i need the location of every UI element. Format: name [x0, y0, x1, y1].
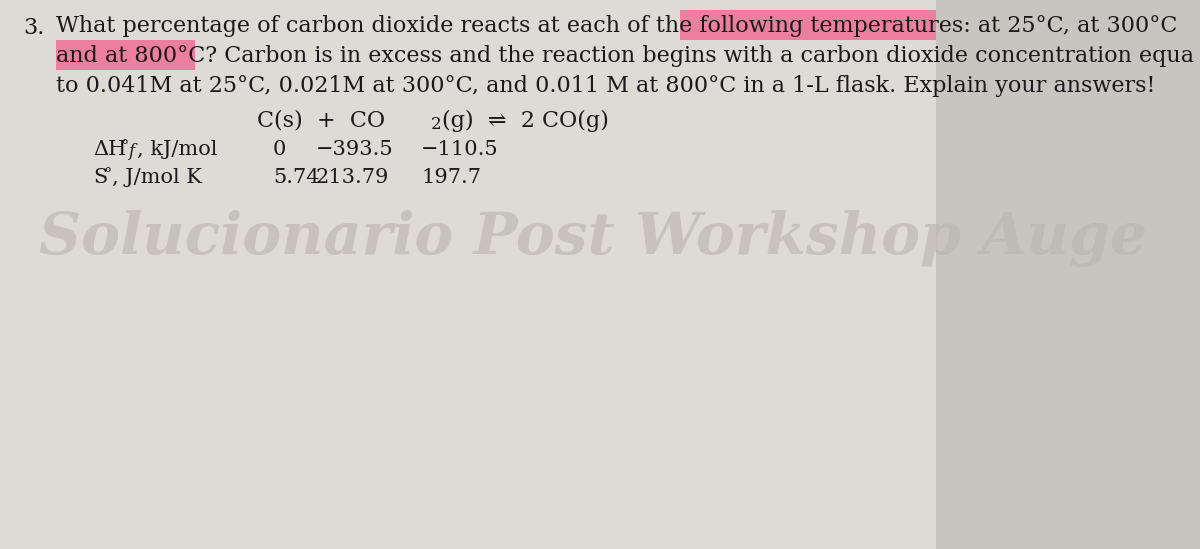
Text: C(s)  +  CO: C(s) + CO: [258, 110, 385, 132]
Text: , kJ/mol: , kJ/mol: [137, 140, 218, 159]
Text: 0: 0: [274, 140, 287, 159]
Text: 197.7: 197.7: [421, 168, 481, 187]
Text: 3.: 3.: [24, 17, 44, 39]
Text: 213.79: 213.79: [316, 168, 389, 187]
Text: and at 800°C? Carbon is in excess and the reaction begins with a carbon dioxide : and at 800°C? Carbon is in excess and th…: [56, 45, 1194, 67]
Text: °: °: [103, 166, 112, 183]
Text: ΔH: ΔH: [94, 140, 127, 159]
Text: f: f: [128, 143, 134, 160]
Text: 5.74: 5.74: [274, 168, 319, 187]
FancyBboxPatch shape: [0, 0, 936, 549]
FancyBboxPatch shape: [680, 10, 946, 40]
Text: , J/mol K: , J/mol K: [112, 168, 202, 187]
Text: to 0.041M at 25°C, 0.021M at 300°C, and 0.011 M at 800°C in a 1-L flask. Explain: to 0.041M at 25°C, 0.021M at 300°C, and …: [56, 75, 1156, 97]
Text: S: S: [94, 168, 108, 187]
Text: −393.5: −393.5: [316, 140, 394, 159]
Text: Solucionario Post Workshop Auge: Solucionario Post Workshop Auge: [40, 210, 1147, 267]
Text: °: °: [120, 138, 128, 155]
Text: −110.5: −110.5: [421, 140, 499, 159]
Text: (g)  ⇌  2 CO(g): (g) ⇌ 2 CO(g): [442, 110, 608, 132]
FancyBboxPatch shape: [56, 40, 196, 70]
Text: 2: 2: [431, 116, 442, 133]
Text: What percentage of carbon dioxide reacts at each of the following temperatures: : What percentage of carbon dioxide reacts…: [56, 15, 1177, 37]
